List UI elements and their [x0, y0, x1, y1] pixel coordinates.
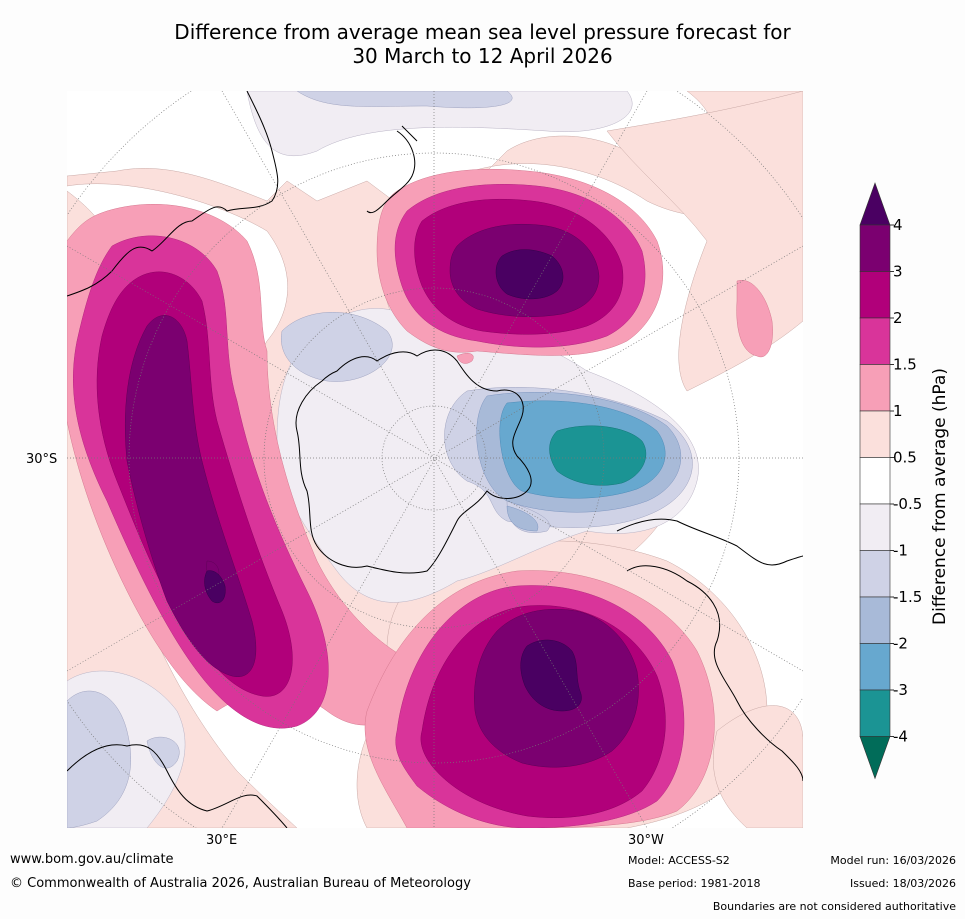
pressure-anomaly-map: [67, 91, 803, 828]
colorbar-swatch: [859, 271, 891, 319]
anomaly-band-gt4: [204, 249, 582, 712]
colorbar-tick-label: -4: [893, 728, 908, 746]
colorbar-tick-label: 2: [893, 309, 903, 327]
colorbar-tick-label: -1: [893, 542, 908, 560]
colorbar-swatch: [859, 643, 891, 691]
colorbar-tick-label: -2: [893, 635, 908, 653]
colorbar-tick-label: -3: [893, 681, 908, 699]
colorbar-tick-label: 1.5: [893, 356, 917, 374]
chart-title: Difference from average mean sea level p…: [0, 20, 965, 68]
boundary-disclaimer: Boundaries are not considered authoritat…: [712, 900, 956, 913]
south-america-coastline: [616, 518, 803, 782]
anomaly-band-neg3-neg4: [549, 425, 647, 486]
colorbar-swatch: [859, 317, 891, 365]
colorbar-swatch: [859, 364, 891, 412]
issued-date: Issued: 18/03/2026: [849, 877, 956, 890]
colorbar-swatch: [859, 689, 891, 737]
colorbar-tick-label: 1: [893, 402, 903, 420]
antarctica-coastline: [295, 349, 532, 574]
africa-coastline: [67, 744, 288, 828]
colorbar-unit-label: Difference from average (hPa): [930, 368, 950, 625]
model-name: Model: ACCESS-S2: [628, 854, 730, 867]
colorbar: 4 3 2 1.5 1 0.5 -0.5 -1 -1.5 -2 -3 -4: [859, 182, 922, 780]
title-line-2: 30 March to 12 April 2026: [352, 44, 613, 68]
longitude-label-30e: 30°E: [206, 833, 238, 848]
website-link[interactable]: www.bom.gov.au/climate: [10, 852, 174, 867]
model-run-date: Model run: 16/03/2026: [830, 854, 956, 867]
colorbar-swatch: [859, 224, 891, 272]
colorbar-swatch: [859, 596, 891, 644]
colorbar-swatch: [859, 410, 891, 458]
base-period: Base period: 1981-2018: [628, 877, 761, 890]
colorbar-tick-label: 4: [893, 216, 903, 234]
copyright-text: © Commonwealth of Australia 2026, Austra…: [10, 876, 471, 891]
colorbar-swatch: [859, 457, 891, 505]
title-line-1: Difference from average mean sea level p…: [174, 20, 791, 44]
colorbar-extend-bottom: [859, 736, 891, 780]
new-zealand-coastline: [366, 125, 418, 214]
colorbar-swatch: [859, 503, 891, 551]
australia-coastline: [67, 91, 279, 297]
colorbar-swatch: [859, 550, 891, 598]
colorbar-extend-top: [859, 182, 891, 226]
colorbar-tick-label: 3: [893, 263, 903, 281]
longitude-label-30w: 30°W: [628, 833, 664, 848]
latitude-label-30s: 30°S: [26, 452, 58, 467]
colorbar-tick-label: -0.5: [893, 495, 922, 513]
colorbar-tick-label: 0.5: [893, 449, 917, 467]
graticule: [67, 91, 803, 828]
colorbar-tick-label: -1.5: [893, 588, 922, 606]
